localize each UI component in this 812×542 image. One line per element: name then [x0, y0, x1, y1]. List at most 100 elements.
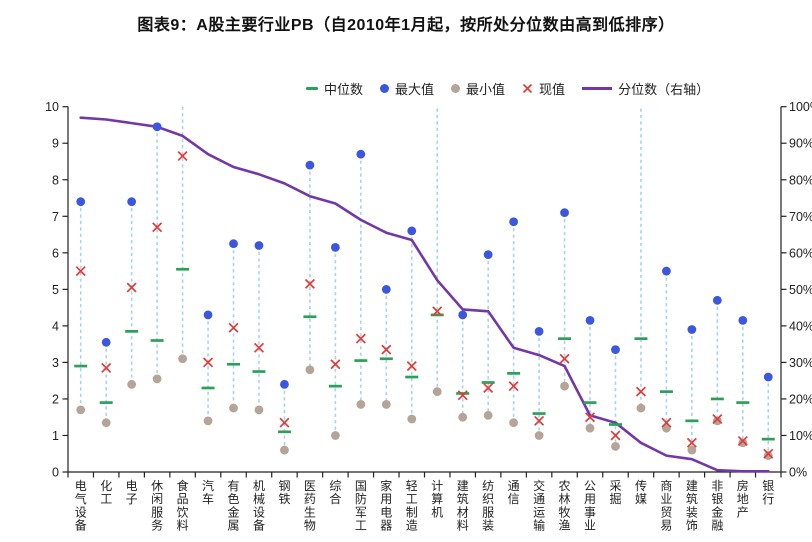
y-axis-label-left: 6 [52, 246, 59, 260]
legend-item-dot: 最小值 [451, 79, 505, 98]
y-axis-label-right: 90% [789, 137, 812, 151]
axes [62, 106, 787, 478]
legend-item-dot: 最大值 [380, 79, 434, 98]
min-dot [636, 403, 646, 413]
y-axis-label-left: 10 [45, 100, 59, 114]
x-axis-label: 商业贸易 [660, 478, 672, 533]
min-dot [560, 381, 569, 391]
x-axis-label: 钢铁 [278, 479, 290, 506]
y-axis-label-right: 40% [789, 319, 812, 333]
max-dot [229, 239, 238, 249]
current-x [585, 412, 596, 423]
legend-label: 分位数（右轴） [618, 82, 710, 97]
dot-marker-icon [451, 84, 461, 93]
current-x [508, 381, 519, 392]
legend-label: 最大值 [395, 82, 435, 97]
current-x [253, 342, 264, 353]
max-dot [76, 197, 86, 207]
current-x [330, 359, 341, 370]
y-axis-label-left: 7 [52, 210, 59, 224]
max-dot [127, 197, 137, 207]
y-axis-label-right: 80% [789, 173, 812, 187]
current-x [152, 222, 163, 233]
x-axis-label: 公用事业 [584, 479, 596, 533]
max-dot [687, 325, 697, 334]
min-dot [483, 410, 493, 420]
x-axis-label: 房地产 [737, 478, 749, 519]
max-dot [611, 345, 620, 355]
max-dot [763, 372, 773, 382]
dot-marker-icon [380, 84, 390, 93]
x-marker-icon [522, 83, 533, 94]
min-dot [127, 379, 137, 389]
min-dot [280, 445, 289, 455]
x-axis-label: 纺织服装 [482, 479, 494, 533]
min-dot [458, 412, 468, 422]
max-dot [254, 241, 264, 250]
x-axis-label: 国防军工 [355, 479, 367, 533]
min-dot [229, 403, 238, 413]
max-dot [585, 316, 595, 325]
x-axis-label: 银行 [762, 479, 774, 506]
min-dot [305, 365, 315, 375]
y-axis-label-left: 2 [52, 392, 59, 406]
legend: 中位数 最大值 最小值 现值 分位数（右轴） [306, 79, 709, 98]
current-x [177, 151, 188, 162]
x-axis-label: 计算机 [431, 479, 443, 519]
percentile-line [79, 116, 770, 473]
max-dot [330, 242, 340, 252]
max-dot [712, 295, 722, 305]
legend-item-dash: 中位数 [306, 79, 363, 98]
min-dot [611, 442, 620, 451]
y-axis-label-right: 50% [789, 283, 812, 297]
markers [74, 122, 775, 460]
current-x [406, 361, 417, 372]
max-dot [483, 250, 493, 260]
current-x [483, 382, 494, 393]
max-dot [407, 226, 417, 236]
current-x [101, 362, 112, 373]
y-axis-label-right: 100% [789, 100, 812, 114]
current-x [279, 417, 290, 428]
x-axis-label: 交通运输 [533, 478, 545, 533]
y-axis-label-left: 0 [52, 466, 59, 480]
x-axis-label: 农林牧渔 [559, 479, 571, 533]
current-x [610, 430, 621, 441]
max-dot [738, 316, 748, 325]
x-axis-label: 综合 [329, 479, 341, 506]
y-axis-label-right: 0% [789, 466, 807, 480]
max-dot [534, 326, 544, 336]
max-dot [381, 284, 391, 294]
chart-title: 图表9：A股主要行业PB（自2010年1月起，按所处分位数由高到低排序） [137, 17, 675, 34]
current-x [126, 282, 137, 293]
min-dot [534, 431, 544, 440]
min-dot [203, 416, 213, 426]
max-dot [152, 122, 162, 132]
legend-item-x: 现值 [522, 79, 565, 98]
legend-label: 中位数 [324, 82, 364, 97]
y-axis-label-left: 1 [52, 429, 59, 443]
legend-label: 最小值 [466, 82, 506, 97]
x-axis-label: 通信 [508, 479, 520, 506]
current-x [304, 278, 315, 289]
current-x [457, 390, 468, 401]
max-dot [458, 310, 468, 320]
y-axis-label-left: 4 [52, 319, 59, 333]
min-dot [738, 438, 748, 448]
min-dot [76, 405, 86, 415]
max-dot [509, 217, 519, 227]
min-dot [152, 374, 162, 384]
x-axis-label: 食品饮料 [177, 478, 189, 533]
min-dot [687, 445, 697, 455]
current-x [635, 386, 646, 397]
y-axis-label-left: 5 [52, 283, 59, 297]
current-x [686, 437, 697, 448]
current-x [763, 448, 774, 459]
y-axis-label-left: 9 [52, 137, 59, 151]
current-x [737, 435, 748, 446]
x-axis-label: 电子 [126, 479, 138, 506]
max-dot [101, 337, 111, 347]
x-axis-label: 建筑装饰 [686, 479, 698, 533]
